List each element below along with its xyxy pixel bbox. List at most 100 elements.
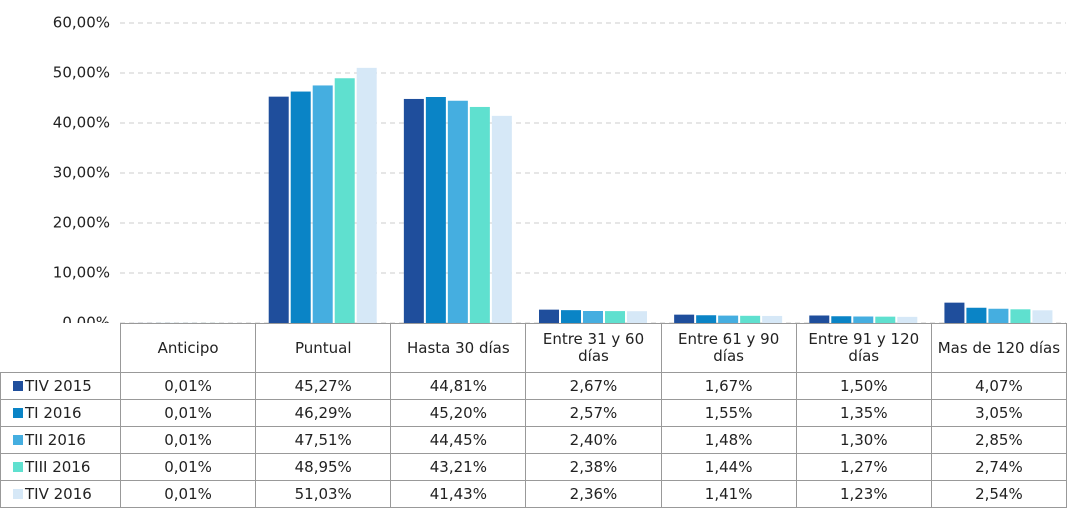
value-cell: 1,23%	[795, 480, 932, 508]
legend-label: TIV 2016	[25, 484, 92, 503]
bar	[966, 307, 987, 323]
value-cell: 1,48%	[660, 426, 797, 454]
value-cell: 1,67%	[660, 372, 797, 400]
value-cell: 43,21%	[390, 453, 527, 481]
series-row: TII 2016 0,01% 47,51% 44,45% 2,40% 1,48% 1,30%…	[0, 426, 1067, 454]
value-cell: 0,01%	[119, 426, 257, 454]
header-row: Anticipo Puntual Hasta 30 días Entre 31 y 6…	[0, 323, 1067, 373]
bar	[605, 311, 625, 323]
value-cell: 2,40%	[525, 426, 662, 454]
bar	[740, 315, 761, 323]
value-cell: 1,41%	[660, 480, 797, 508]
legend-cell: TII 2016	[0, 426, 121, 454]
series-row: TIII 2016 0,01% 48,95% 43,21% 2,38% 1,44% 1,27…	[0, 453, 1067, 481]
value-cell: 2,36%	[525, 480, 662, 508]
category-label: Mas de 120 días	[930, 323, 1067, 373]
bar	[809, 315, 830, 323]
value-cell: 51,03%	[255, 480, 392, 508]
value-cell: 0,01%	[119, 399, 257, 427]
value-cell: 46,29%	[255, 399, 392, 427]
value-cell: 1,27%	[795, 453, 932, 481]
value-cell: 1,50%	[795, 372, 932, 400]
bar	[674, 314, 695, 323]
value-cell: 41,43%	[390, 480, 527, 508]
value-cell: 3,05%	[930, 399, 1067, 427]
bar	[988, 308, 1009, 323]
bar	[425, 97, 446, 323]
bar	[539, 309, 559, 323]
value-cell: 2,57%	[525, 399, 662, 427]
value-cell: 1,44%	[660, 453, 797, 481]
bar	[491, 115, 512, 323]
value-cell: 48,95%	[255, 453, 392, 481]
bar	[944, 302, 965, 323]
value-cell: 45,27%	[255, 372, 392, 400]
value-cell: 2,54%	[930, 480, 1067, 508]
bar	[561, 310, 581, 323]
legend-label: TIV 2015	[25, 376, 92, 395]
series-row: TIV 2016 0,01% 51,03% 41,43% 2,36% 1,41% 1,23%…	[0, 480, 1067, 508]
category-label: Entre 61 y 90 días	[660, 323, 797, 373]
y-tick-label: 10,00%	[53, 264, 110, 282]
chart: 0,00% 10,00% 20,00% 30,00% 40,00% 50,00% 60,00…	[53, 14, 1066, 324]
legend-label: TII 2016	[25, 430, 86, 449]
value-cell: 2,85%	[930, 426, 1067, 454]
legend-swatch	[13, 488, 23, 499]
value-cell: 2,38%	[525, 453, 662, 481]
legend-swatch	[13, 461, 23, 472]
bar	[334, 78, 355, 323]
bar	[853, 316, 874, 323]
bar	[627, 311, 647, 323]
category-label: Anticipo	[119, 323, 257, 373]
bar	[583, 311, 603, 323]
y-tick-label: 20,00%	[53, 214, 110, 232]
bar	[897, 316, 918, 323]
legend-cell: TIII 2016	[0, 453, 121, 481]
legend-cell: TIV 2016	[0, 480, 121, 508]
value-cell: 0,01%	[119, 372, 257, 400]
value-cell: 47,51%	[255, 426, 392, 454]
bar	[762, 315, 783, 323]
value-cell: 2,74%	[930, 453, 1067, 481]
category-label: Entre 31 y 60 días	[525, 323, 662, 373]
y-tick-label: 40,00%	[53, 114, 110, 132]
y-tick-label: 60,00%	[53, 14, 110, 32]
bar	[831, 316, 852, 323]
legend-label: TI 2016	[25, 403, 82, 422]
value-cell: 45,20%	[390, 399, 527, 427]
category-label: Entre 91 y 120 días	[795, 323, 932, 373]
y-tick-label: 30,00%	[53, 164, 110, 182]
bar	[447, 100, 468, 323]
legend-cell: TI 2016	[0, 399, 121, 427]
value-cell: 2,67%	[525, 372, 662, 400]
bar	[268, 96, 289, 323]
value-cell: 44,45%	[390, 426, 527, 454]
bar	[312, 85, 333, 323]
legend-swatch	[13, 407, 23, 418]
bar	[1010, 309, 1031, 323]
series-row: TI 2016 0,01% 46,29% 45,20% 2,57% 1,55% 1,35% 3…	[0, 399, 1067, 427]
series-row: TIV 2015 0,01% 45,27% 44,81% 2,67% 1,67% 1,50%…	[0, 372, 1067, 400]
bar	[718, 315, 739, 323]
value-cell: 0,01%	[119, 453, 257, 481]
legend-swatch	[13, 434, 23, 445]
bar	[469, 106, 490, 323]
legend-swatch	[13, 380, 23, 391]
bar	[356, 67, 377, 323]
y-tick-label: 50,00%	[53, 64, 110, 82]
y-tick-label: 0,00%	[62, 314, 110, 324]
legend-cell: TIV 2015	[0, 372, 121, 400]
value-cell: 44,81%	[390, 372, 527, 400]
value-cell: 0,01%	[119, 480, 257, 508]
bar	[403, 98, 424, 323]
data-table: Anticipo Puntual Hasta 30 días Entre 31 y 6…	[0, 323, 1067, 508]
category-label: Puntual	[255, 323, 392, 373]
bar	[875, 316, 896, 323]
corner	[0, 323, 121, 373]
bar	[290, 91, 311, 323]
category-label: Hasta 30 días	[390, 323, 527, 373]
value-cell: 1,55%	[660, 399, 797, 427]
value-cell: 1,35%	[795, 399, 932, 427]
bar	[696, 315, 717, 323]
